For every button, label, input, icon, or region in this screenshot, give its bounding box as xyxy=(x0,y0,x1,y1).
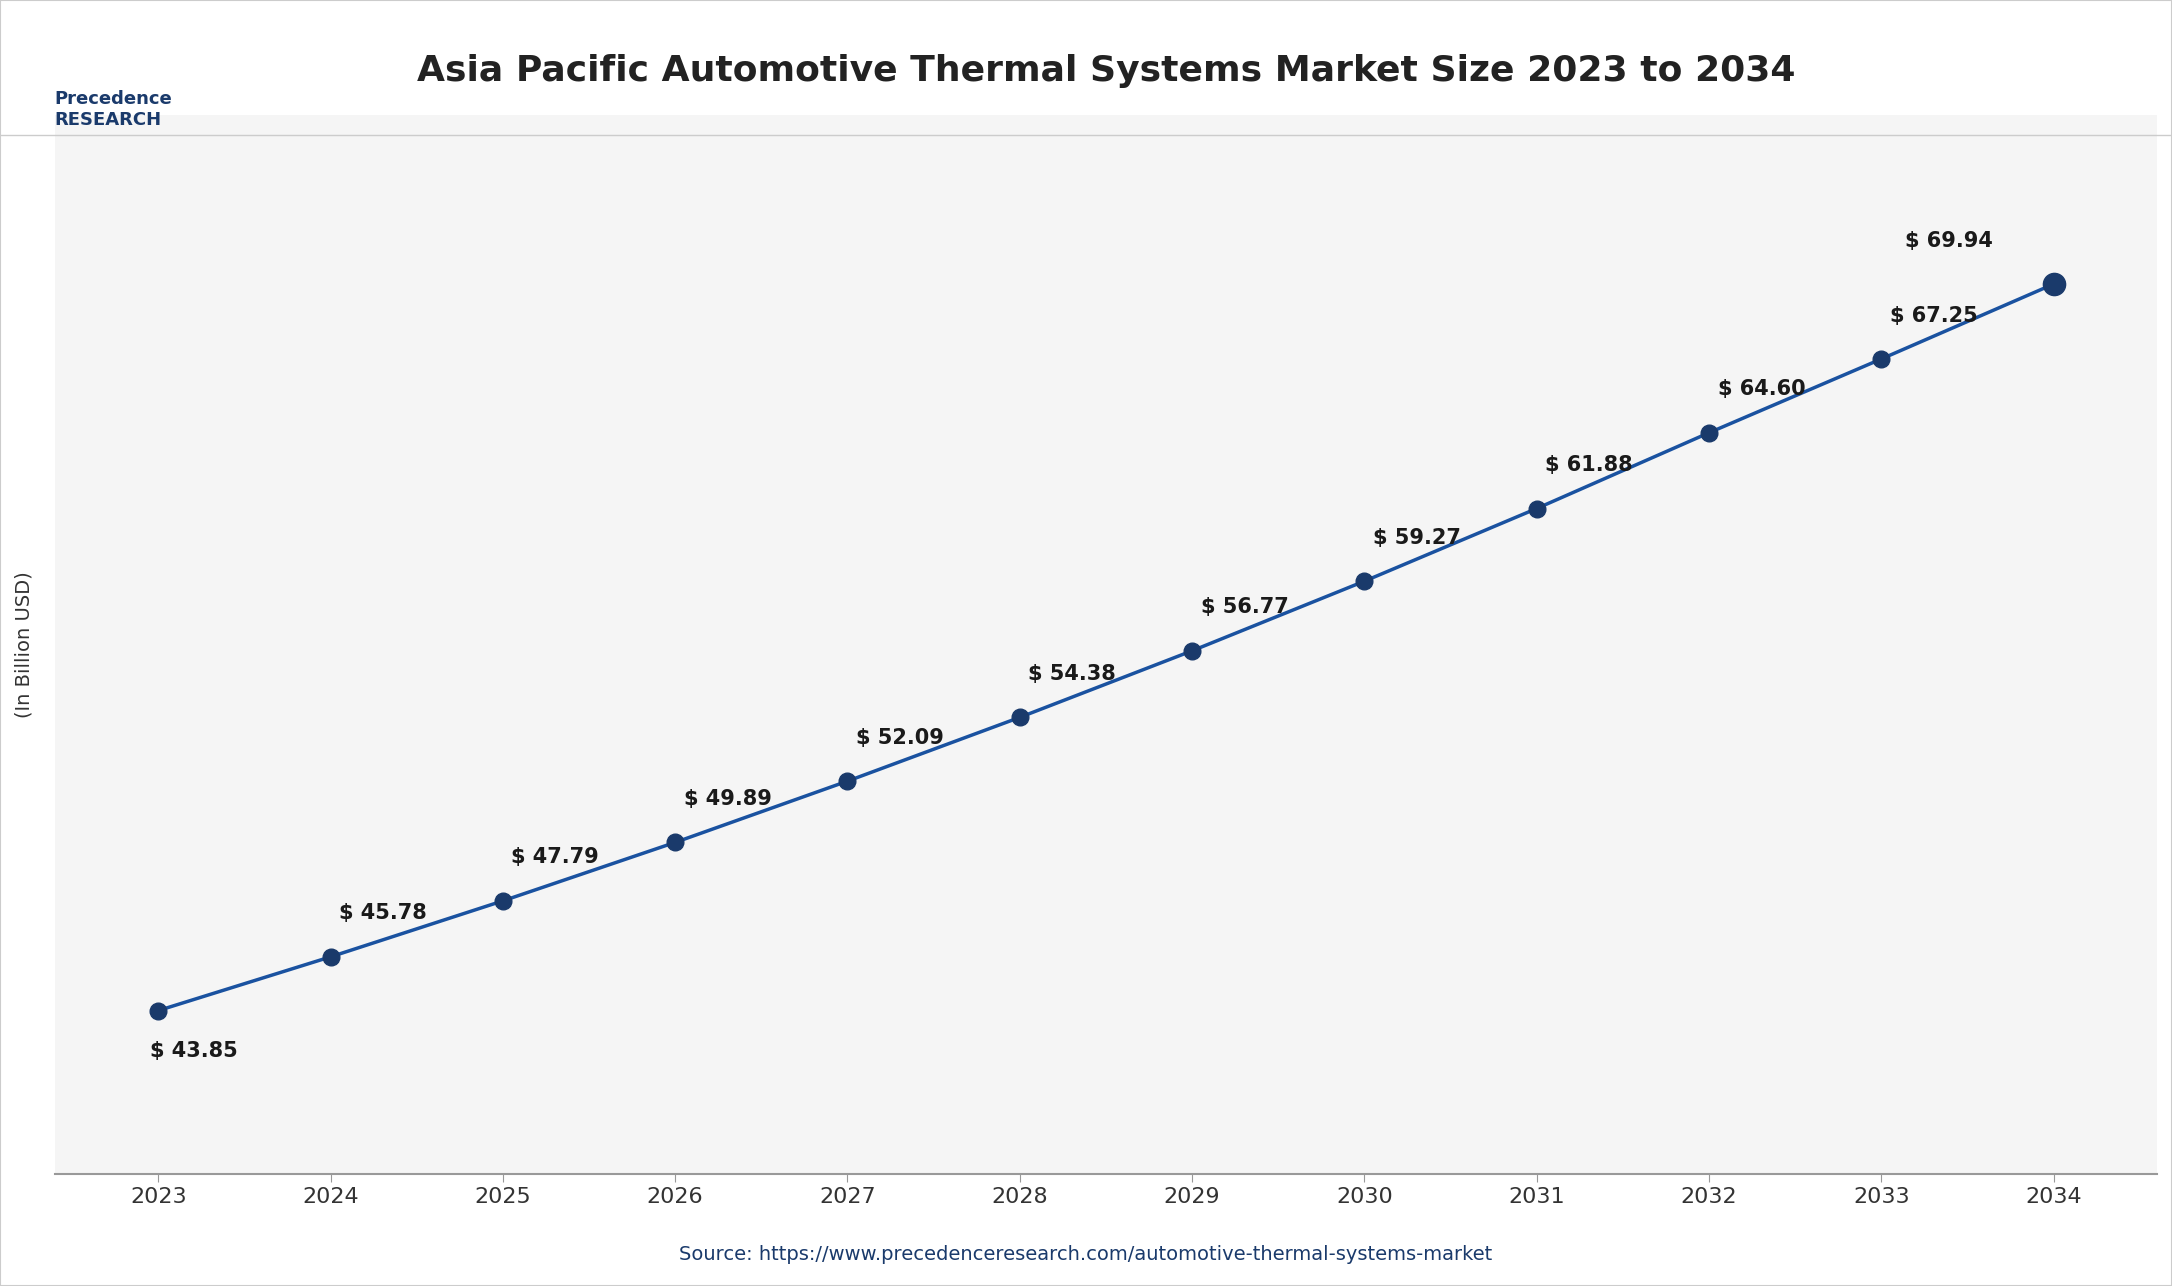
Text: $ 69.94: $ 69.94 xyxy=(1905,230,1994,251)
Text: $ 61.88: $ 61.88 xyxy=(1544,455,1633,475)
Y-axis label: (In Billion USD): (In Billion USD) xyxy=(15,571,35,718)
Text: $ 47.79: $ 47.79 xyxy=(510,847,599,868)
Text: $ 45.78: $ 45.78 xyxy=(339,904,428,923)
Text: $ 49.89: $ 49.89 xyxy=(684,790,771,809)
Text: $ 64.60: $ 64.60 xyxy=(1718,379,1805,400)
Text: Source: https://www.precedenceresearch.com/automotive-thermal-systems-market: Source: https://www.precedenceresearch.c… xyxy=(680,1245,1492,1264)
Text: $ 67.25: $ 67.25 xyxy=(1890,306,1979,325)
Text: $ 54.38: $ 54.38 xyxy=(1027,664,1116,684)
Text: $ 52.09: $ 52.09 xyxy=(856,728,945,747)
Text: $ 43.85: $ 43.85 xyxy=(150,1040,237,1061)
Text: $ 56.77: $ 56.77 xyxy=(1201,598,1288,617)
Text: $ 59.27: $ 59.27 xyxy=(1373,527,1462,548)
Title: Asia Pacific Automotive Thermal Systems Market Size 2023 to 2034: Asia Pacific Automotive Thermal Systems … xyxy=(417,54,1796,87)
Text: Precedence
RESEARCH: Precedence RESEARCH xyxy=(54,90,172,129)
